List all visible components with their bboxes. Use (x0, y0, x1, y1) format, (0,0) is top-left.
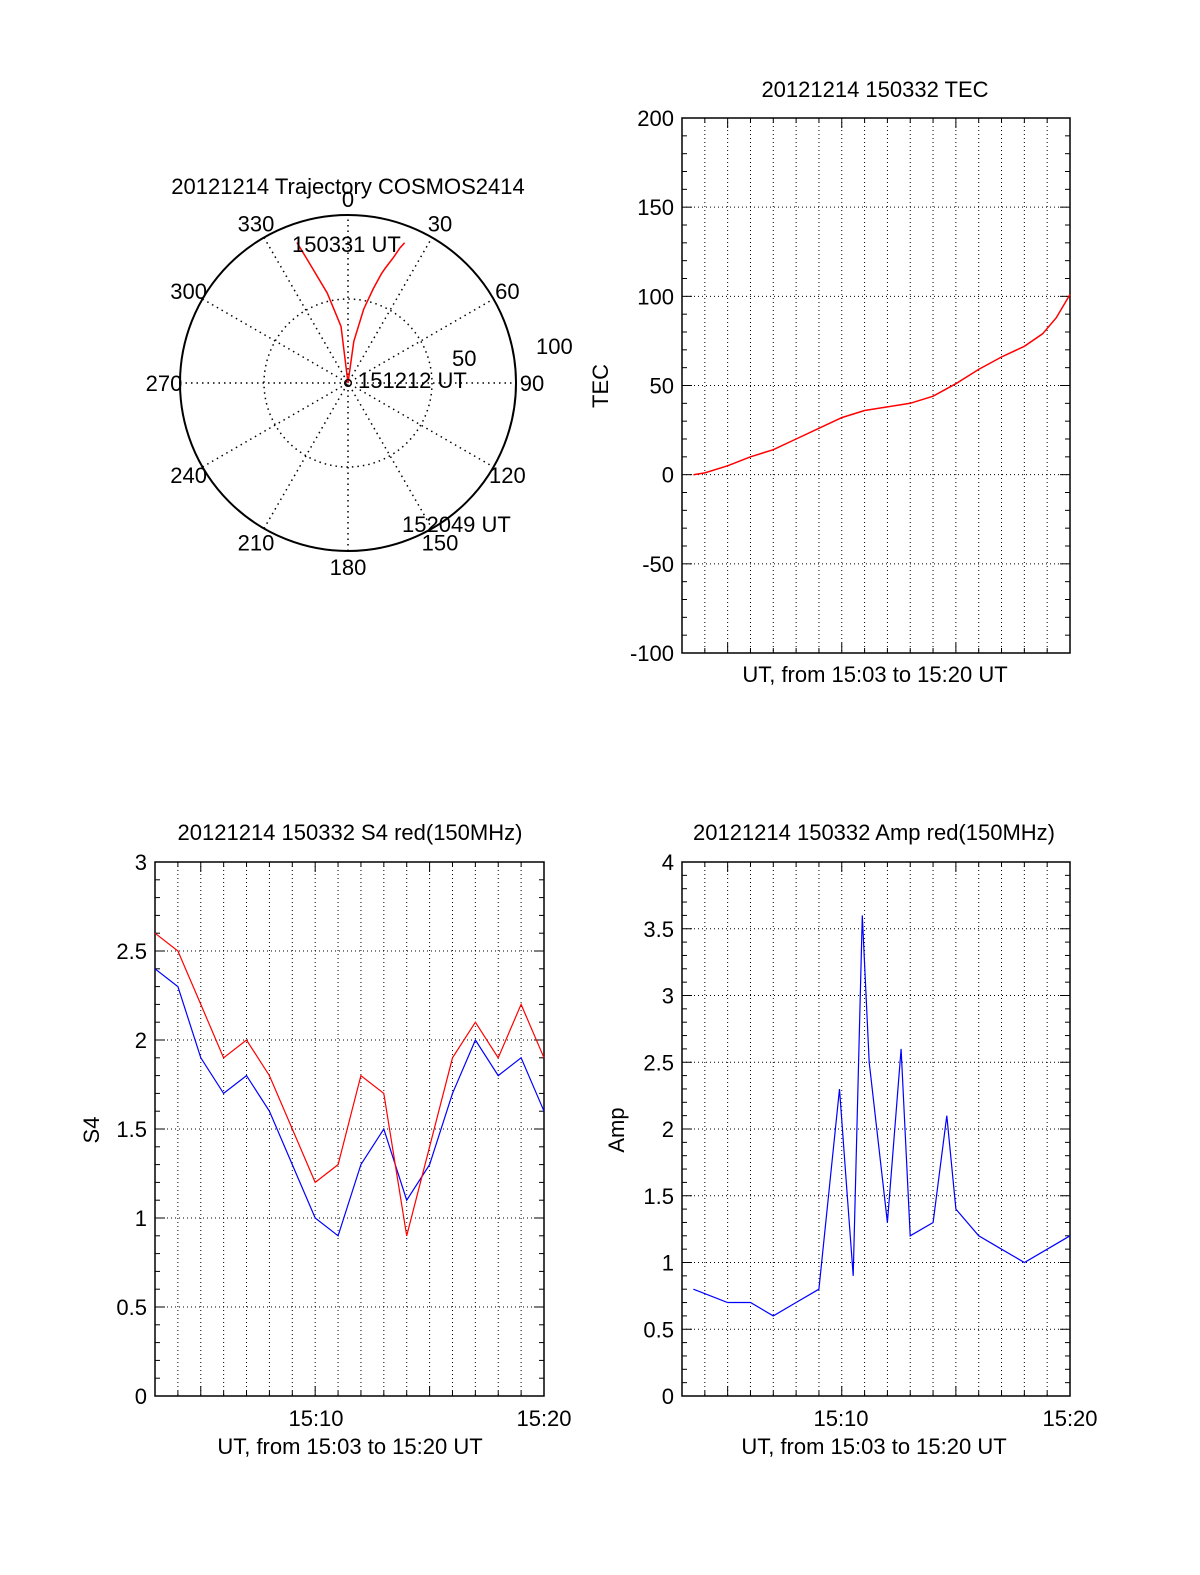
tec-ytick-label: 100 (637, 284, 674, 309)
amp-xtick-1510: 15:10 (813, 1406, 868, 1431)
amp-xtick-1520: 15:20 (1042, 1406, 1097, 1431)
polar-series (296, 242, 406, 387)
amp-ytick-label: 3 (662, 984, 674, 1009)
polar-grid (179, 214, 517, 552)
tec-ytick-label: 200 (637, 106, 674, 131)
amp-series (693, 915, 1071, 1317)
s4-xtick-1520: 15:20 (516, 1406, 571, 1431)
polar-angle-label: 60 (495, 279, 519, 304)
s4-panel: 20121214 150332 S4 red(150MHz) 0 0.5 1 1.5 2… (79, 820, 572, 1459)
polar-trajectory-line (296, 242, 406, 384)
polar-angle-label: 330 (238, 212, 275, 237)
amp-panel: 20121214 150332 Amp red(150MHz) 0 0.5 1 1.5… (604, 820, 1098, 1459)
amp-xlabel: UT, from 15:03 to 15:20 UT (741, 1434, 1006, 1459)
amp-frame (681, 861, 1071, 1397)
amp-ytick-label: 1 (662, 1251, 674, 1276)
tec-ytick-labels: -100 -50 0 50 100 150 200 (630, 106, 674, 666)
amp-ytick-label: 3.5 (643, 917, 674, 942)
polar-angle-label: 180 (330, 555, 367, 580)
tec-xlabel: UT, from 15:03 to 15:20 UT (742, 662, 1007, 687)
amp-ytick-label: 0 (662, 1384, 674, 1409)
tec-series-line-0 (693, 294, 1071, 476)
s4-ytick-label: 2.5 (116, 939, 147, 964)
amp-ytick-labels: 0 0.5 1 1.5 2 2.5 3 3.5 4 (643, 850, 674, 1409)
tec-ytick-label: 0 (662, 463, 674, 488)
s4-ylabel: S4 (79, 1117, 104, 1144)
s4-ytick-label: 0 (135, 1384, 147, 1409)
polar-angle-label: 240 (170, 463, 207, 488)
tec-grid (681, 117, 1071, 654)
polar-spoke (263, 237, 433, 529)
polar-panel: 20121214 Trajectory COSMOS2414 0 30 60 90 12… (146, 174, 573, 580)
polar-angle-label: 270 (146, 371, 183, 396)
s4-xtick-1510: 15:10 (288, 1406, 343, 1431)
s4-xlabel: UT, from 15:03 to 15:20 UT (217, 1434, 482, 1459)
s4-ytick-label: 3 (135, 850, 147, 875)
s4-ytick-label: 1.5 (116, 1117, 147, 1142)
amp-grid (681, 861, 1071, 1397)
s4-ytick-labels: 0 0.5 1 1.5 2 2.5 3 (116, 850, 147, 1409)
polar-angle-label: 90 (520, 371, 544, 396)
amp-ytick-label: 4 (662, 850, 674, 875)
tec-ytick-label: 50 (650, 374, 674, 399)
polar-inner-circle (263, 298, 433, 468)
tec-ytick-label: -50 (642, 552, 674, 577)
s4-title: 20121214 150332 S4 red(150MHz) (178, 820, 523, 845)
amp-ytick-label: 1.5 (643, 1184, 674, 1209)
amp-ytick-label: 2 (662, 1117, 674, 1142)
amp-ytick-label: 0.5 (643, 1317, 674, 1342)
polar-radius-label-100: 100 (536, 334, 573, 359)
polar-angle-label: 0 (342, 187, 354, 212)
tec-series (693, 294, 1071, 476)
s4-ytick-label: 1 (135, 1206, 147, 1231)
s4-series-line-1 (154, 932, 545, 1236)
tec-ytick-label: 150 (637, 195, 674, 220)
polar-angle-labels: 0 30 60 90 120 150 180 210 240 270 300 330 (146, 187, 545, 580)
polar-angle-label: 210 (238, 530, 275, 555)
s4-series-line-0 (154, 968, 545, 1237)
s4-series (154, 932, 545, 1237)
polar-spoke (202, 298, 494, 468)
tec-frame (681, 117, 1071, 654)
polar-annotation-start: 150331 UT (292, 232, 401, 257)
polar-center-marker (344, 379, 352, 387)
polar-spoke (263, 237, 433, 529)
tec-ytick-label: -100 (630, 641, 674, 666)
amp-series-line-0 (693, 915, 1071, 1317)
polar-angle-label: 300 (170, 279, 207, 304)
s4-grid (154, 861, 545, 1397)
polar-angle-label: 30 (428, 212, 452, 237)
polar-annotation-end: 152049 UT (402, 512, 511, 537)
tec-title: 20121214 150332 TEC (761, 77, 988, 102)
amp-ylabel: Amp (604, 1107, 629, 1152)
s4-ytick-label: 0.5 (116, 1295, 147, 1320)
s4-frame (154, 861, 545, 1397)
polar-angle-label: 120 (489, 463, 526, 488)
s4-ytick-label: 2 (135, 1028, 147, 1053)
polar-title: 20121214 Trajectory COSMOS2414 (171, 174, 524, 199)
tec-ylabel: TEC (588, 364, 613, 408)
tec-panel: 20121214 150332 TEC -100-50050100150200 … (588, 77, 1071, 687)
polar-radius-label-50: 50 (452, 346, 476, 371)
polar-angle-label: 150 (422, 530, 459, 555)
amp-title: 20121214 150332 Amp red(150MHz) (693, 820, 1055, 845)
polar-annotation-mid: 151212 UT (358, 368, 467, 393)
amp-ytick-label: 2.5 (643, 1050, 674, 1075)
polar-spoke (202, 298, 494, 468)
